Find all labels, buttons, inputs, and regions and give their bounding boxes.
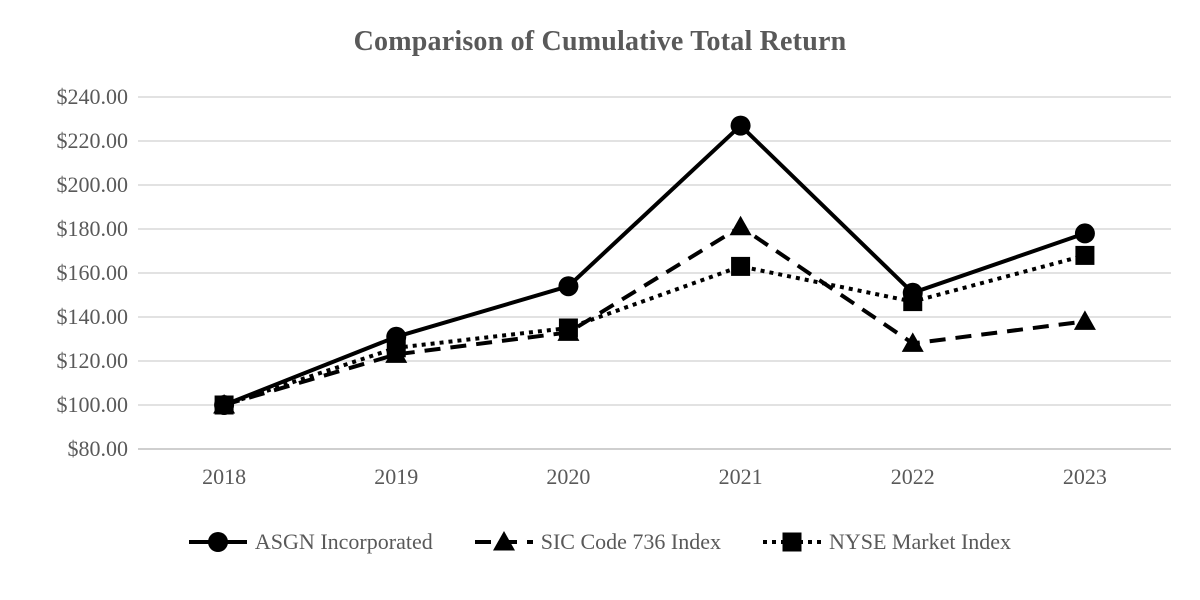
legend-square-marker-icon xyxy=(762,532,821,552)
series-line-sic-code-736-index xyxy=(223,224,1086,407)
legend: ASGN Incorporated SIC Code 736 Index NYS… xyxy=(0,528,1200,556)
legend-circle-marker-icon xyxy=(188,532,247,552)
data-point-nyse-market-index xyxy=(386,338,406,358)
data-point-sic-code-736-index xyxy=(901,332,924,352)
x-axis-label: 2018 xyxy=(202,464,247,489)
data-point-asgn-incorporated xyxy=(558,276,579,297)
y-axis-label: $200.00 xyxy=(56,172,129,197)
x-axis-label: 2021 xyxy=(718,464,763,489)
data-point-nyse-market-index xyxy=(214,395,234,415)
legend-label: SIC Code 736 Index xyxy=(540,529,721,554)
legend-marker-triangle xyxy=(492,531,515,551)
data-point-asgn-incorporated xyxy=(1074,223,1095,244)
legend-triangle-marker-icon xyxy=(474,531,533,551)
series-line-asgn-incorporated xyxy=(223,122,1086,407)
legend-label: ASGN Incorporated xyxy=(254,529,433,554)
legend-item-sic-code-736-index: SIC Code 736 Index xyxy=(474,528,721,556)
y-axis-label: $80.00 xyxy=(67,436,129,461)
chart-title: Comparison of Cumulative Total Return xyxy=(353,26,847,57)
y-axis-label: $100.00 xyxy=(56,392,129,417)
y-axis-label: $120.00 xyxy=(56,348,129,373)
legend-marker-square xyxy=(782,532,802,552)
data-point-nyse-market-index xyxy=(1075,245,1095,265)
x-axis-label: 2020 xyxy=(546,464,591,489)
data-point-sic-code-736-index xyxy=(729,215,752,236)
legend-label: NYSE Market Index xyxy=(828,529,1012,554)
data-point-nyse-market-index xyxy=(731,256,751,276)
y-axis-label: $160.00 xyxy=(56,260,129,285)
data-point-asgn-incorporated xyxy=(730,115,751,136)
legend-item-nyse-market-index: NYSE Market Index xyxy=(762,528,1012,556)
x-axis-label: 2019 xyxy=(374,464,419,489)
legend-item-asgn-incorporated: ASGN Incorporated xyxy=(188,528,433,556)
y-axis-label: $180.00 xyxy=(56,216,129,241)
y-axis-label: $220.00 xyxy=(56,128,129,153)
data-point-nyse-market-index xyxy=(558,318,578,338)
y-axis-label: $240.00 xyxy=(56,84,129,109)
legend-marker-circle xyxy=(207,532,228,552)
data-point-sic-code-736-index xyxy=(1073,310,1096,330)
x-axis-label: 2023 xyxy=(1062,464,1107,489)
y-axis-label: $140.00 xyxy=(56,304,129,329)
data-point-nyse-market-index xyxy=(903,292,923,312)
x-axis-label: 2022 xyxy=(890,464,935,489)
